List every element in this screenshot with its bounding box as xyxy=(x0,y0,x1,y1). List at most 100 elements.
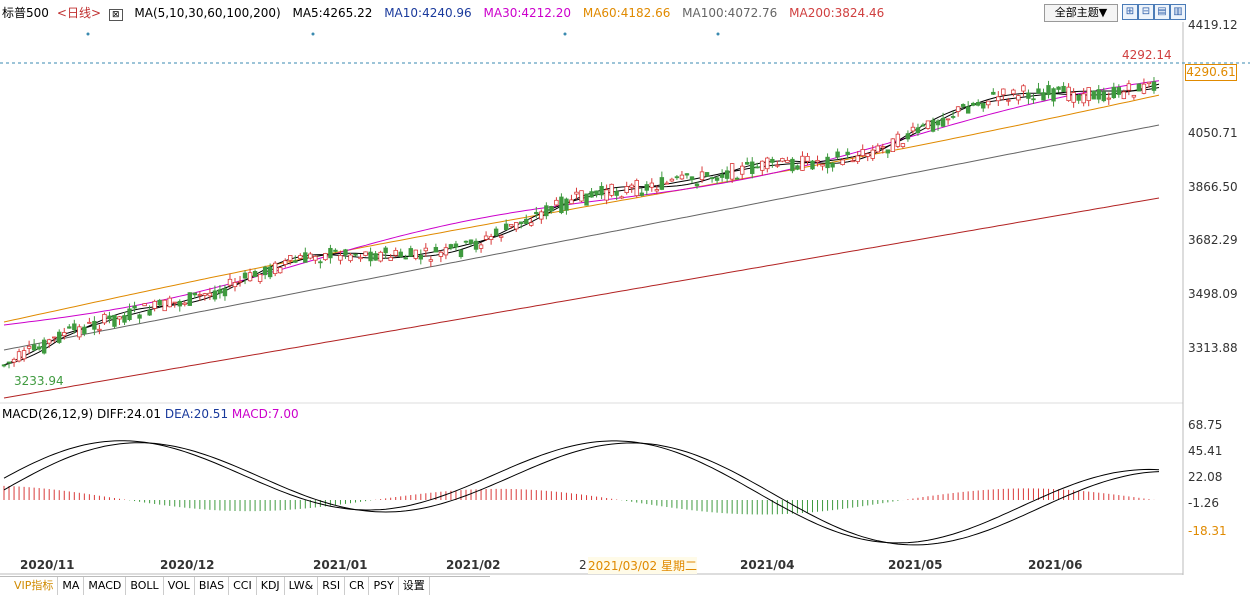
candle-body xyxy=(192,292,198,296)
candle-body xyxy=(624,186,629,193)
candle-body xyxy=(599,185,604,196)
candle-body xyxy=(850,160,855,163)
candle-body xyxy=(1091,90,1096,100)
candle-body xyxy=(398,251,403,257)
tab-cci[interactable]: CCI xyxy=(229,577,257,595)
candle-body xyxy=(1006,99,1011,102)
candle-body xyxy=(488,236,494,240)
tab-lw[interactable]: LW& xyxy=(285,577,319,595)
tab-settings[interactable]: 设置 xyxy=(399,577,430,595)
shrink-icon[interactable]: ⊟ xyxy=(1138,4,1154,20)
candle-body xyxy=(719,174,725,178)
candle-body xyxy=(112,314,117,327)
candle-body xyxy=(293,260,298,263)
candle-body xyxy=(117,316,122,320)
ma100-line xyxy=(3,124,1160,351)
candle-body xyxy=(102,313,107,324)
candle-body xyxy=(1031,98,1036,101)
marker-dot xyxy=(563,32,567,36)
ma60-value: MA60:4182.66 xyxy=(582,6,671,20)
candle-body xyxy=(283,260,288,265)
candle-body xyxy=(277,267,283,274)
candle-body xyxy=(172,301,177,304)
tab-psy[interactable]: PSY xyxy=(369,577,399,595)
candle-body xyxy=(167,297,172,308)
candle-body xyxy=(1151,81,1157,91)
marker-dot xyxy=(716,32,720,36)
tab-rsi[interactable]: RSI xyxy=(318,577,346,595)
candle-body xyxy=(825,156,830,169)
candle-body xyxy=(232,282,238,288)
candle-body xyxy=(639,192,644,196)
candle-body xyxy=(1061,85,1066,93)
candle-body xyxy=(960,104,966,107)
candle-body xyxy=(976,102,981,106)
candle-body xyxy=(438,251,444,257)
candle-body xyxy=(1011,89,1016,95)
chart-icon[interactable]: ▤ xyxy=(1154,4,1170,20)
tab-vip[interactable]: VIP指标 xyxy=(0,577,59,595)
candle-body xyxy=(177,300,182,307)
candle-body xyxy=(875,145,880,153)
tab-ma[interactable]: MA xyxy=(58,577,85,595)
candle-body xyxy=(991,91,996,95)
candle-body xyxy=(217,289,223,294)
candle-body xyxy=(514,222,519,230)
tab-bias[interactable]: BIAS xyxy=(195,577,230,595)
candle-body xyxy=(1,364,7,367)
tab-macd[interactable]: MACD xyxy=(84,577,127,595)
candle-body xyxy=(1086,87,1091,102)
price-tick: 3866.50 xyxy=(1188,180,1238,194)
expand-icon[interactable]: ⊞ xyxy=(1122,4,1138,20)
candle-body xyxy=(684,173,690,176)
candle-body xyxy=(1136,83,1142,92)
candle-body xyxy=(1001,88,1006,96)
candle-body xyxy=(36,346,42,350)
candle-body xyxy=(373,253,378,261)
ma-settings-icon[interactable]: ⊠ xyxy=(109,9,123,21)
diff-line xyxy=(3,440,1160,544)
candle-body xyxy=(338,254,343,261)
candle-body xyxy=(755,166,760,169)
candle-body xyxy=(795,165,800,170)
candle-body xyxy=(127,308,132,321)
candle-body xyxy=(212,290,218,300)
ma5-value: MA5:4265.22 xyxy=(292,6,373,20)
candle-body xyxy=(443,247,449,256)
candle-body xyxy=(383,247,388,254)
candle-body xyxy=(16,351,22,362)
candle-body xyxy=(534,211,539,215)
candle-body xyxy=(162,299,167,312)
candle-body xyxy=(915,127,921,134)
tab-boll[interactable]: BOLL xyxy=(126,577,164,595)
macd-value: MACD:7.00 xyxy=(231,407,299,421)
candle-body xyxy=(87,321,92,324)
candle-body xyxy=(785,159,790,163)
candle-body xyxy=(1041,92,1046,101)
candle-body xyxy=(564,198,569,211)
candle-body xyxy=(790,158,795,172)
candle-body xyxy=(92,320,97,330)
period-label[interactable]: <日线> xyxy=(56,6,102,20)
cursor-date: 2021/03/02 星期二 xyxy=(588,557,697,574)
tab-vol[interactable]: VOL xyxy=(164,577,195,595)
tab-kdj[interactable]: KDJ xyxy=(257,577,285,595)
x-label: 2021/05 xyxy=(888,558,943,572)
candle-body xyxy=(654,189,660,192)
candle-body xyxy=(539,211,544,220)
candle-body xyxy=(72,323,77,331)
candle-body xyxy=(26,345,32,349)
layout-icon[interactable]: ▥ xyxy=(1170,4,1186,20)
candle-body xyxy=(524,218,529,224)
theme-dropdown[interactable]: 全部主题▼ xyxy=(1044,4,1118,22)
candle-body xyxy=(965,106,971,114)
tab-cr[interactable]: CR xyxy=(345,577,370,595)
candle-body xyxy=(574,191,579,195)
x-label: 2020/12 xyxy=(160,558,215,572)
ma-label: MA(5,10,30,60,100,200) xyxy=(134,6,281,20)
ma200-line xyxy=(3,197,1160,399)
candle-body xyxy=(674,176,680,179)
candle-body xyxy=(970,102,976,106)
candle-body xyxy=(298,255,303,259)
